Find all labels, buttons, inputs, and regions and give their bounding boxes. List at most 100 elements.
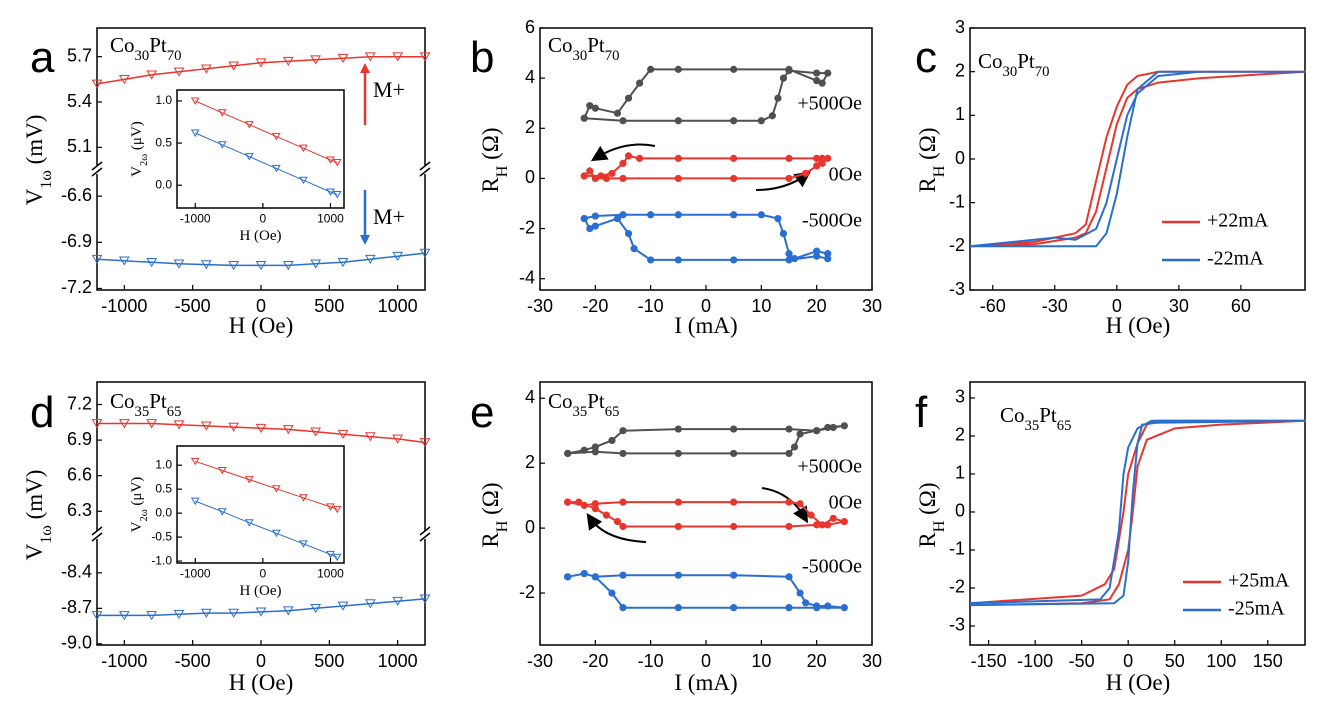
data-point [608,169,616,178]
x-tick-label: 0 [701,651,711,671]
y-tick-label: 1 [955,463,965,483]
x-tick-label: -10 [638,651,664,671]
data-point [624,152,633,160]
data-point [730,174,738,183]
data-point [580,501,588,509]
y-tick-label: -8.4 [61,562,92,582]
panel-letter: c [915,33,937,82]
data-point [840,604,848,612]
x-tick-label: 0 [1123,651,1133,671]
data-point [730,522,738,531]
data-point [785,65,793,73]
inset-y-label-part: V [129,166,145,177]
data-point [813,162,821,170]
data-point [779,74,788,82]
data-point [228,261,240,271]
y-tick-label: 3 [955,17,965,37]
y-tick-label: -6.6 [61,185,92,205]
panel-title-part: Pt [1039,403,1057,427]
data-point [674,65,682,73]
x-axis-label: H (Oe) [1106,313,1171,338]
data-point [255,58,267,68]
x-tick-label: 500 [314,651,344,671]
inset-y-label: V2ω (μV) [129,477,150,533]
x-tick-label: 30 [862,651,882,671]
panel-title: Co30Pt70 [110,33,181,64]
data-point [299,494,308,502]
data-point [200,64,212,74]
data-point [591,212,599,220]
data-point [818,79,826,87]
data-point [785,604,793,612]
data-point [419,594,431,604]
data-point [310,55,322,65]
panel-title-part: 70 [167,48,182,64]
y-tick-label: 4 [525,387,535,407]
data-point [217,466,227,475]
axis-break-gap [421,531,429,539]
data-point [282,261,294,271]
data-point [580,172,588,180]
data-point [674,174,682,183]
data-point [674,256,682,264]
y-tick-label: 4 [525,67,535,87]
data-point [591,443,599,451]
data-point [647,211,655,219]
data-point [785,573,793,581]
y-axis-label-part: (Ω) [478,482,503,520]
panel-title-part: 70 [605,48,620,64]
y-tick-label: 3 [955,387,965,407]
x-tick-label: -1000 [101,651,147,671]
annotation: M+ [373,77,405,102]
series-line [97,598,426,617]
axis-break-gap [421,166,429,174]
x-tick-label: 0 [260,212,267,226]
data-point [299,540,308,548]
data-point [813,521,821,529]
inset-y-label-part: (μV) [129,121,145,154]
y-tick-label: 6.9 [67,429,92,449]
y-axis-label-part: 1ω [38,525,55,544]
data-point [824,602,832,610]
panel-title-part: 35 [1025,418,1040,434]
data-point [332,191,342,199]
axis-break-gap [93,531,101,539]
plot-frame [176,445,345,564]
data-point [619,604,627,612]
data-point [118,256,130,266]
data-point [244,153,254,161]
inset-y-label-part: (μV) [129,477,145,510]
data-point [310,427,322,437]
y-axis-label-part: R [478,532,503,548]
panel-title-part: Pt [587,389,605,413]
plot-frame [176,89,345,209]
x-tick-label: 1000 [378,651,418,671]
data-point [586,167,594,175]
data-point [146,70,158,80]
data-point [118,611,130,621]
data-point [255,607,267,617]
data-point [580,446,588,454]
panel-title-part: Co [978,49,1003,73]
data-point [228,608,240,618]
data-point [636,79,644,87]
data-point [796,589,804,597]
data-point [564,498,572,506]
panel-title-part: 65 [167,404,182,420]
data-point [785,256,793,264]
data-point [244,476,254,484]
y-tick-label: 6 [525,17,535,37]
data-point [785,174,793,183]
data-point [272,485,281,493]
data-point [575,498,583,506]
x-tick-label: 20 [807,651,827,671]
data-point [619,211,627,219]
data-point [824,154,832,162]
x-tick-label: 100 [1206,651,1236,671]
panel-title-part: Pt [149,33,167,57]
x-axis-label: I (mA) [674,670,737,695]
data-point [580,114,588,122]
panel-title-part: Co [548,33,573,57]
y-axis-label-part: H [494,520,511,532]
y-tick-label: 2 [525,117,535,137]
